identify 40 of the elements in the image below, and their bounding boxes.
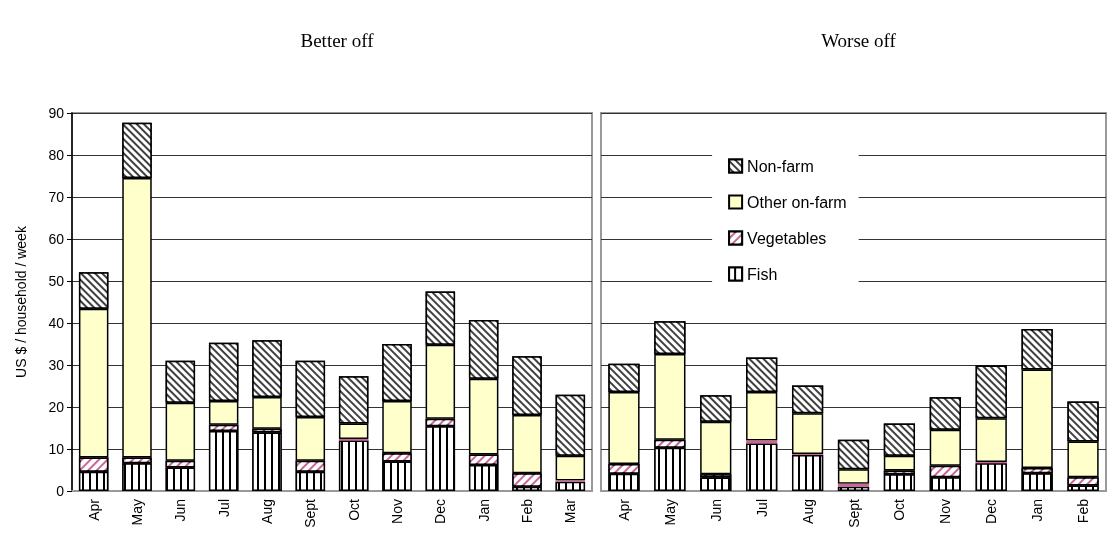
y-tick-label: 90	[48, 105, 65, 121]
y-tick-label: 10	[48, 441, 65, 457]
x-tick-label: Aug	[799, 499, 816, 524]
chart-title: Worse off	[821, 30, 897, 51]
x-tick-label: Dec	[432, 499, 449, 524]
y-tick-label: 70	[48, 189, 65, 205]
legend-label: Vegetables	[747, 229, 827, 247]
y-tick-label: 60	[48, 231, 65, 247]
x-tick-label: Aug	[259, 499, 275, 524]
x-tick-label: May	[129, 499, 145, 526]
x-tick-label: Jan	[1029, 499, 1046, 522]
x-tick-label: Jul	[753, 499, 770, 517]
x-tick-label: Oct	[345, 498, 362, 521]
x-tick-label: Feb	[519, 498, 535, 524]
y-tick-label: 30	[48, 357, 65, 373]
x-tick-label: Jul	[215, 499, 232, 517]
y-tick-label: 0	[56, 483, 65, 499]
x-tick-label: Mar	[562, 498, 579, 524]
x-tick-label: Oct	[891, 498, 908, 521]
y-tick-label: 50	[48, 273, 65, 289]
legend-label: Fish	[747, 265, 778, 283]
x-tick-label: May	[661, 499, 678, 526]
x-tick-label: Feb	[1075, 498, 1092, 524]
x-tick-label: Jun	[707, 499, 724, 522]
x-tick-label: Jun	[172, 499, 189, 522]
y-tick-label: 80	[48, 147, 65, 163]
x-tick-label: Apr	[85, 498, 102, 521]
chart-title: Better off	[300, 30, 375, 51]
y-tick-label: 40	[48, 315, 65, 331]
x-tick-label: Sept	[845, 498, 862, 528]
x-tick-label: Nov	[389, 499, 405, 524]
y-tick-label: 20	[48, 399, 65, 415]
legend-label: Non-farm	[747, 157, 814, 175]
x-tick-label: Apr	[615, 498, 632, 521]
legend-label: Other on-farm	[747, 193, 847, 211]
x-tick-label: Sept	[302, 498, 319, 528]
x-tick-label: Jan	[475, 499, 492, 522]
x-tick-label: Dec	[983, 499, 1000, 524]
x-tick-label: Nov	[937, 499, 954, 524]
y-axis-title: US $ / household / week	[13, 225, 29, 378]
